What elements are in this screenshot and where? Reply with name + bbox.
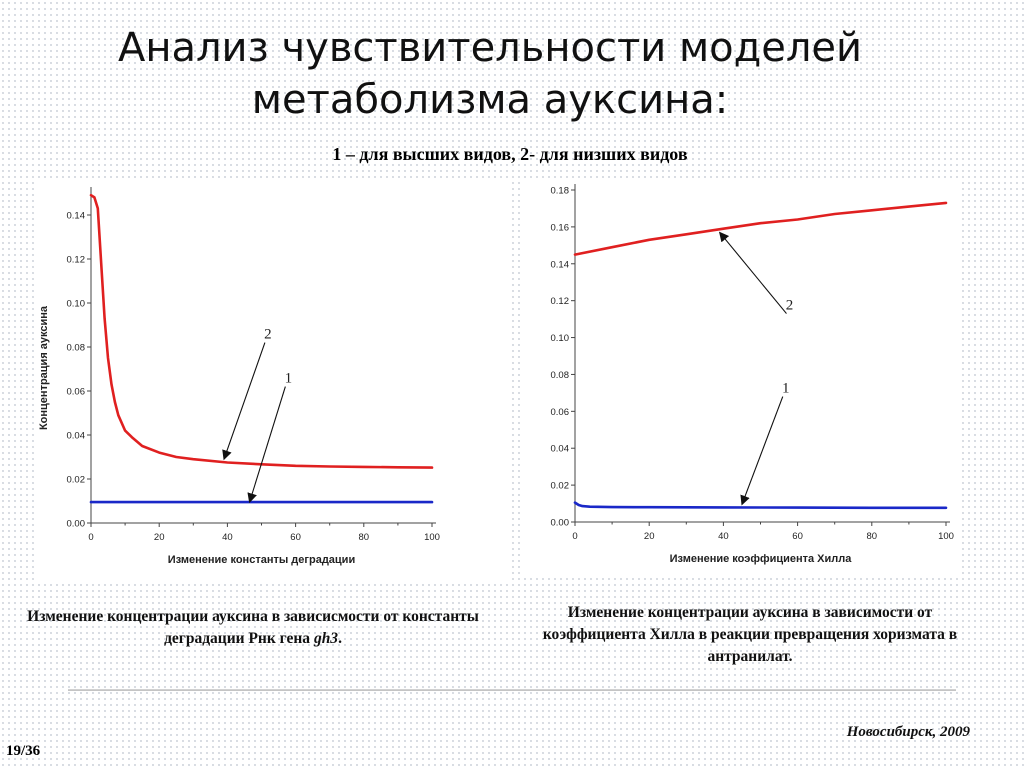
- caption-right: Изменение концентрации ауксина в зависим…: [542, 604, 958, 665]
- left-y-axis-label: Концентрация ауксина: [38, 305, 50, 430]
- right-y-tick-label: 0.06: [551, 407, 570, 418]
- chart-left-svg: 0.00 0.02 0.04 0.06 0.08 0.10 0.12 0.14 0 20 40 60 8…: [38, 187, 440, 566]
- left-annotation-label-2: 2: [264, 327, 272, 343]
- caption-left-text: Изменение концентрации ауксина в зависис…: [27, 608, 479, 647]
- left-annotation-arrow-2: [222, 342, 266, 461]
- right-series-2-line: [573, 201, 948, 256]
- legend-subtitle: 1 – для высших видов, 2- для низших видо…: [332, 144, 688, 164]
- right-annotation-arrow-2: [718, 231, 787, 314]
- right-x-tick-label: 60: [792, 531, 803, 542]
- left-y-tick-label: 0.10: [67, 299, 86, 310]
- caption-left-end: .: [338, 630, 342, 647]
- right-x-tick-label: 20: [644, 531, 655, 542]
- left-annotation-arrow-1: [247, 386, 286, 504]
- left-y-tick-label: 0.06: [67, 387, 86, 398]
- right-y-tick-label: 0.08: [551, 370, 570, 381]
- title-line-1: Анализ чувствительности моделей: [117, 25, 863, 71]
- left-y-tick-label: 0.14: [67, 211, 86, 222]
- slide-title: Анализ чувствительности моделей метаболи…: [60, 22, 920, 126]
- right-x-tick-label: 40: [718, 531, 729, 542]
- right-annotation-arrow-1: [740, 396, 784, 506]
- footer-place-year: Новосибирск, 2009: [846, 724, 970, 740]
- right-x-tick-label: 0: [572, 531, 577, 542]
- left-x-tick-label: 100: [424, 532, 440, 543]
- right-y-tick-label: 0.04: [551, 444, 570, 455]
- left-x-axis-label: Изменение константы деградации: [168, 554, 355, 566]
- footer-divider: [68, 689, 956, 691]
- right-x-axis-label: Изменение коэффициента Хилла: [670, 553, 853, 565]
- right-y-tick-label: 0.10: [551, 333, 570, 344]
- left-y-tick-label: 0.08: [67, 343, 86, 354]
- left-y-tick-label: 0.02: [67, 475, 86, 486]
- left-y-tick-label: 0.04: [67, 431, 86, 442]
- left-y-tick-label: 0.00: [67, 519, 86, 530]
- chart-right-svg: 0.00 0.02 0.04 0.06 0.08 0.10 0.12 0.14 0.16 0.18…: [551, 184, 954, 565]
- left-series-2-line: [89, 193, 434, 469]
- right-series-1-line: [573, 501, 948, 510]
- left-x-tick-label: 60: [290, 532, 301, 543]
- left-y-tick-label: 0.12: [67, 255, 86, 266]
- right-y-tick-label: 0.02: [551, 481, 570, 492]
- left-x-tick-label: 0: [88, 532, 93, 543]
- caption-left-gene: gh3: [313, 630, 339, 647]
- left-x-tick-label: 40: [222, 532, 233, 543]
- left-x-tick-label: 20: [154, 532, 165, 543]
- chart-hill-coefficient: 0.00 0.02 0.04 0.06 0.08 0.10 0.12 0.14 0.16 0.18…: [522, 178, 962, 578]
- right-x-tick-label: 80: [867, 531, 878, 542]
- left-x-tick-label: 80: [359, 532, 370, 543]
- left-annotation-label-1: 1: [285, 371, 293, 387]
- right-y-tick-label: 0.12: [551, 296, 570, 307]
- right-x-tick-label: 100: [938, 531, 954, 542]
- right-y-tick-label: 0.18: [551, 186, 570, 197]
- slide-number: 19/36: [6, 743, 41, 759]
- right-annotation-label-2: 2: [786, 298, 794, 314]
- right-y-tick-label: 0.00: [551, 518, 570, 529]
- right-y-tick-label: 0.16: [551, 222, 570, 233]
- right-annotation-label-1: 1: [782, 381, 790, 397]
- title-line-2: метаболизма ауксина:: [251, 77, 729, 123]
- chart-degradation-constant: 0.00 0.02 0.04 0.06 0.08 0.10 0.12 0.14 0 20 40 60 8…: [34, 180, 512, 580]
- right-y-tick-label: 0.14: [551, 259, 570, 270]
- caption-left: Изменение концентрации ауксина в зависис…: [8, 606, 498, 650]
